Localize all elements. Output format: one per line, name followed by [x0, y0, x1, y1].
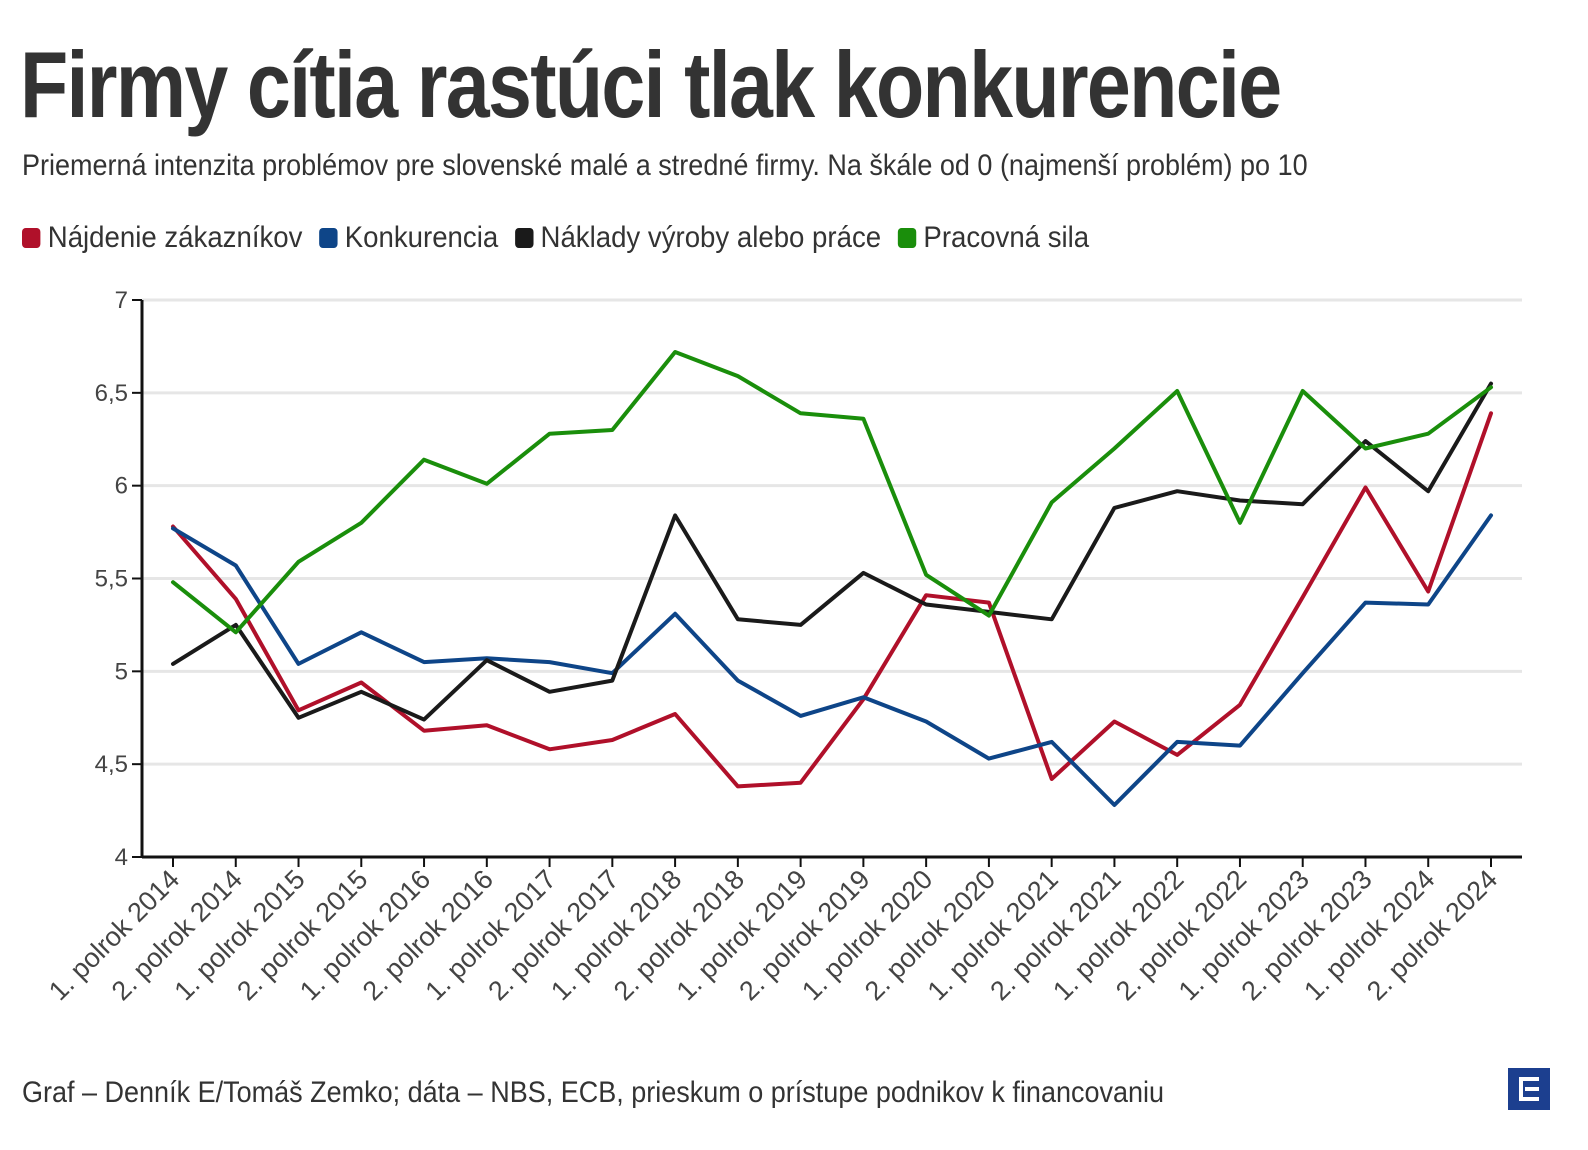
gridlines — [142, 298, 1522, 766]
legend-item-naklady: Náklady výroby alebo práce — [514, 218, 882, 258]
legend-label: Konkurencia — [344, 221, 499, 254]
y-tick-label: 5,5 — [95, 566, 128, 593]
legend-swatch — [897, 228, 917, 248]
y-tick-label: 6,5 — [95, 380, 128, 407]
y-tick-label: 7 — [115, 287, 128, 314]
legend-swatch — [319, 228, 338, 248]
y-tick-label: 5 — [115, 658, 128, 685]
legend-item-najdenie-zakaznikov: Nájdenie zákazníkov — [22, 218, 302, 258]
series-line — [171, 350, 1493, 635]
legend-label: Nájdenie zákazníkov — [47, 221, 303, 254]
legend-swatch — [22, 228, 41, 248]
legend-label: Náklady výroby alebo práce — [540, 221, 882, 254]
y-tick-label: 4 — [115, 844, 128, 871]
y-tick-label: 6 — [115, 473, 128, 500]
legend-swatch — [514, 228, 534, 248]
y-tick-label: 4,5 — [95, 751, 128, 778]
legend-label: Pracovná sila — [923, 221, 1090, 254]
denník-e-logo-icon[interactable] — [1508, 1068, 1550, 1110]
series-lines — [171, 350, 1493, 807]
legend-item-konkurencia: Konkurencia — [319, 218, 498, 258]
logo-glyph — [1519, 1077, 1539, 1101]
chart-legend: Nájdenie zákazníkov Konkurencia Náklady … — [22, 218, 1089, 258]
chart-subtitle: Priemerná intenzita problémov pre sloven… — [22, 149, 1308, 182]
series-line — [171, 513, 1493, 807]
legend-item-pracovna-sila: Pracovná sila — [897, 218, 1090, 258]
y-axis: 4 4,5 5 5,5 6 6,5 7 — [95, 287, 144, 871]
series-line — [171, 381, 1493, 722]
source-footer: Graf – Denník E/Tomáš Zemko; dáta – NBS,… — [22, 1076, 1165, 1109]
chart-title: Firmy cítia rastúci tlak konkurencie — [20, 32, 1282, 137]
